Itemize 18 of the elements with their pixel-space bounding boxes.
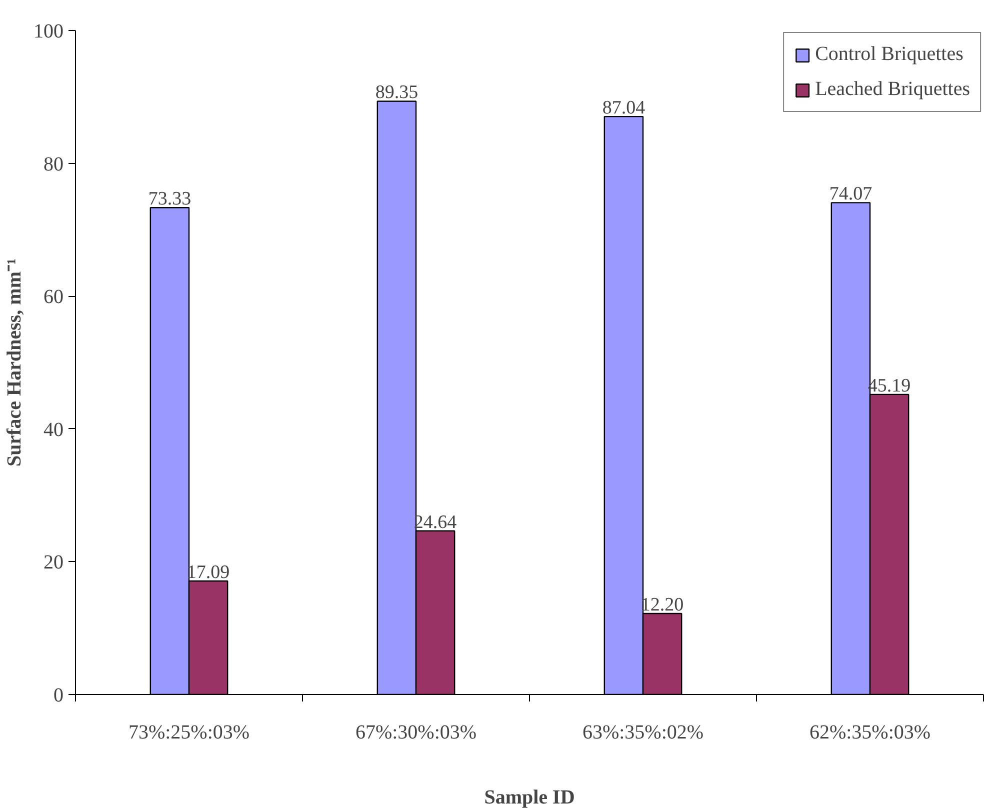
data-label: 73.33 [148, 188, 192, 210]
x-tick-label: 62%:35%:03% [809, 722, 931, 744]
legend-label: Leached Briquettes [815, 78, 970, 101]
y-tick-label: 0 [54, 684, 64, 706]
x-tick-label: 63%:35%:02% [582, 722, 704, 744]
x-tick-label: 73%:25%:03% [128, 722, 250, 744]
y-axis-title: Surface Hardness, mm⁻¹ [4, 258, 26, 466]
y-tick-label: 80 [44, 153, 64, 176]
legend-label: Control Briquettes [815, 43, 964, 66]
x-axis-title: Sample ID [484, 786, 575, 808]
data-label: 87.04 [602, 98, 646, 119]
y-tick-label: 20 [44, 552, 64, 574]
y-tick-label: 100 [34, 20, 64, 42]
y-tick-label: 60 [44, 286, 64, 308]
data-label: 89.35 [375, 82, 418, 104]
data-label: 74.07 [829, 184, 872, 205]
x-tick-label: 67%:30%:03% [355, 722, 477, 744]
y-tick-label: 40 [44, 418, 64, 441]
